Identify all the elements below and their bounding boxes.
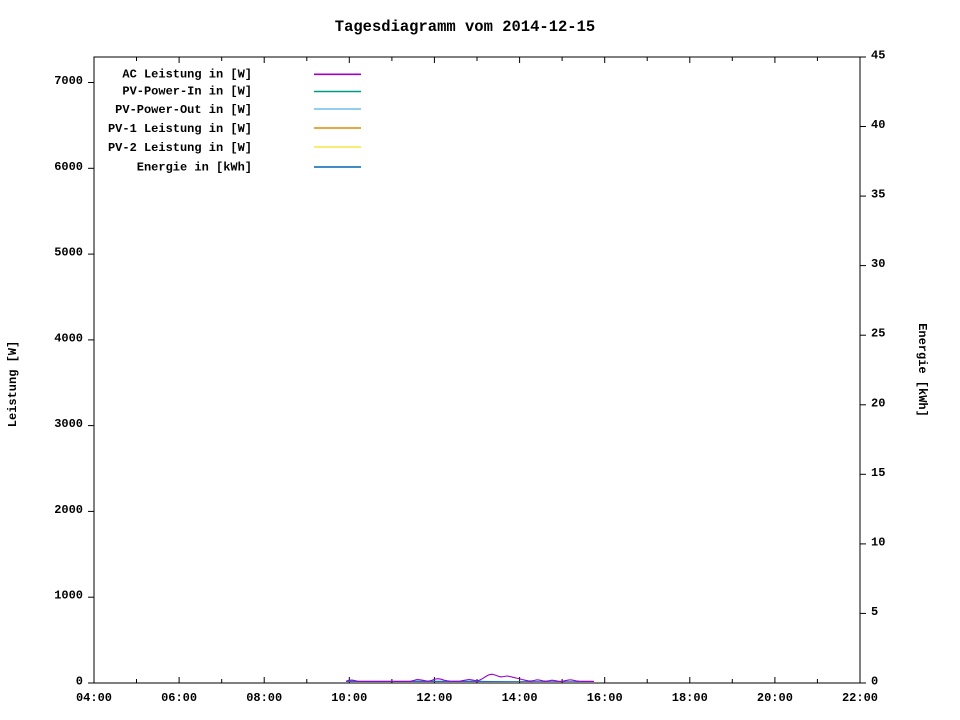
svg-text:22:00: 22:00 [842,691,878,705]
svg-text:Energie in [kWh]: Energie in [kWh] [137,161,252,175]
svg-text:PV-Power-In in [W]: PV-Power-In in [W] [122,84,252,98]
svg-text:2000: 2000 [54,503,83,517]
svg-text:18:00: 18:00 [672,691,708,705]
svg-text:16:00: 16:00 [587,691,623,705]
svg-text:10:00: 10:00 [331,691,367,705]
svg-text:20: 20 [871,396,885,410]
svg-text:Tagesdiagramm vom 2014-12-15: Tagesdiagramm vom 2014-12-15 [335,18,595,36]
svg-text:5000: 5000 [54,246,83,260]
svg-text:40: 40 [871,118,885,132]
svg-text:35: 35 [871,188,885,202]
svg-text:4000: 4000 [54,331,83,345]
svg-text:12:00: 12:00 [416,691,452,705]
svg-text:6000: 6000 [54,160,83,174]
svg-text:04:00: 04:00 [76,691,112,705]
svg-text:PV-1 Leistung in [W]: PV-1 Leistung in [W] [108,122,252,136]
svg-text:Energie [kWh]: Energie [kWh] [915,323,929,417]
svg-text:10: 10 [871,535,885,549]
svg-text:20:00: 20:00 [757,691,793,705]
svg-text:AC Leistung in [W]: AC Leistung in [W] [122,67,252,81]
svg-text:3000: 3000 [54,417,83,431]
svg-text:15: 15 [871,466,885,480]
svg-text:7000: 7000 [54,74,83,88]
svg-text:0: 0 [871,675,878,689]
svg-text:1000: 1000 [54,589,83,603]
svg-text:08:00: 08:00 [246,691,282,705]
svg-text:06:00: 06:00 [161,691,197,705]
svg-text:45: 45 [871,49,885,63]
svg-text:PV-Power-Out in [W]: PV-Power-Out in [W] [115,103,252,117]
svg-text:Leistung [W]: Leistung [W] [6,341,20,427]
svg-text:25: 25 [871,327,885,341]
svg-text:14:00: 14:00 [502,691,538,705]
svg-text:30: 30 [871,257,885,271]
svg-text:0: 0 [76,675,83,689]
svg-text:PV-2 Leistung in [W]: PV-2 Leistung in [W] [108,141,252,155]
svg-text:5: 5 [871,605,878,619]
